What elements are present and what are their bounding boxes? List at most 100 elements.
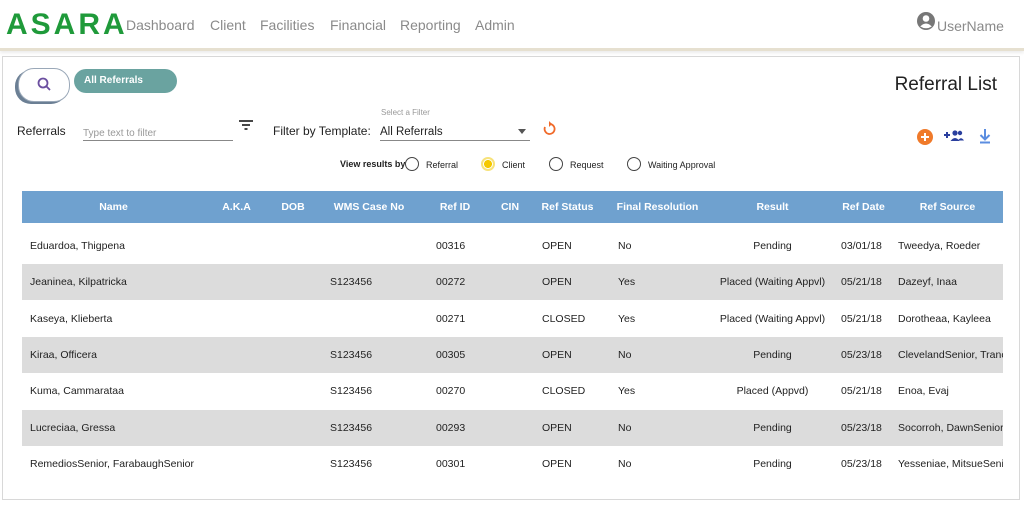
radio-label[interactable]: Waiting Approval	[648, 160, 716, 170]
table-cell: No	[618, 457, 632, 470]
column-header[interactable]: Name	[99, 201, 128, 213]
table-cell: Dorotheaa, Kayleea	[898, 312, 991, 325]
reset-icon[interactable]	[541, 121, 557, 137]
table-cell: 05/21/18	[841, 312, 882, 325]
table-cell: 00301	[436, 457, 466, 470]
table-cell: 00270	[436, 385, 466, 398]
column-header[interactable]: Final Resolution	[616, 201, 699, 213]
download-button[interactable]	[979, 128, 991, 144]
table-cell: Dazeyf, Inaa	[898, 276, 957, 289]
table-cell: Placed (Waiting Appvl)	[719, 312, 826, 325]
table-cell: OPEN	[542, 457, 572, 470]
table-cell: Placed (Waiting Appvl)	[719, 276, 826, 289]
table-cell: Lucreciaa, Gressa	[30, 421, 116, 434]
table-cell: 00272	[436, 276, 466, 289]
filter-label: Referrals	[17, 124, 66, 138]
table-cell: 00305	[436, 348, 466, 361]
table-cell: 05/23/18	[841, 348, 882, 361]
table-cell: OPEN	[542, 276, 572, 289]
search-icon	[37, 77, 51, 91]
table-cell: OPEN	[542, 348, 572, 361]
tab[interactable]: All Referrals	[74, 69, 177, 93]
column-header[interactable]: Ref Date	[842, 201, 885, 213]
column-header[interactable]: A.K.A	[222, 201, 251, 213]
table-cell: Placed (Appvd)	[736, 385, 809, 398]
user-icon[interactable]	[916, 11, 936, 31]
table-cell: 03/01/18	[841, 240, 882, 252]
table-cell: Yes	[618, 385, 636, 398]
template-select[interactable]: All Referrals	[380, 122, 530, 141]
radio-label[interactable]: Client	[502, 160, 526, 170]
nav-item[interactable]: Reporting	[400, 17, 461, 33]
table-cell: Yesseniae, MitsueSeni…	[898, 457, 1003, 470]
table-cell: 00271	[436, 312, 466, 325]
nav-item[interactable]: Facilities	[260, 17, 315, 33]
table-cell: S123456	[330, 457, 373, 470]
table-cell: S123456	[330, 348, 373, 361]
nav-item[interactable]: Dashboard	[126, 17, 195, 33]
table-cell: Pending	[753, 457, 792, 470]
table-cell: No	[618, 240, 632, 252]
column-header[interactable]: Ref ID	[439, 201, 471, 213]
table-cell: 05/21/18	[841, 276, 882, 289]
table-cell: Socorroh, DawnSenior	[898, 421, 1003, 434]
column-header[interactable]: CIN	[500, 201, 520, 213]
radio-button[interactable]	[549, 157, 563, 171]
column-header[interactable]: Ref Status	[541, 201, 594, 213]
table-row[interactable]: Kaseya, Klieberta 00271 CLOSED Yes Placed (W…	[22, 300, 1003, 337]
radio-label[interactable]: Referral	[426, 160, 459, 170]
table-row[interactable]: RemediosSenior, FarabaughSenior S123456 00…	[22, 445, 1003, 482]
table-cell: 00316	[436, 240, 466, 252]
table-cell: OPEN	[542, 240, 572, 252]
table-cell: 05/23/18	[841, 457, 882, 470]
table-cell: Jeaninea, Kilpatricka	[30, 276, 127, 289]
table-header: Name A.K.A DOB WMS Case No Ref ID CIN Ref Stat…	[22, 191, 1003, 223]
radio-label[interactable]: Request	[570, 160, 604, 170]
table-cell: OPEN	[542, 421, 572, 434]
logo[interactable]: ASARA	[6, 8, 128, 41]
filter-icon[interactable]	[238, 118, 254, 132]
table-cell: Kiraa, Officera	[30, 348, 97, 361]
column-header[interactable]: WMS Case No	[333, 201, 405, 213]
column-header[interactable]: Ref Source	[919, 201, 976, 213]
column-header[interactable]: Result	[756, 201, 789, 213]
table-row[interactable]: Eduardoa, Thigpena 00316 OPEN No Pending 03/0…	[22, 228, 1003, 264]
nav-item[interactable]: Client	[210, 17, 246, 33]
select-value: All Referrals	[380, 126, 443, 138]
column-header[interactable]: DOB	[281, 201, 305, 213]
table-cell: ClevelandSenior, Tranc	[898, 348, 1003, 361]
table-row[interactable]: Kuma, Cammarataa S123456 00270 CLOSED Yes Pla…	[22, 373, 1003, 410]
nav-item[interactable]: Financial	[330, 17, 387, 33]
filter-input[interactable]: Type text to filter	[83, 123, 233, 141]
table-cell: CLOSED	[542, 385, 586, 398]
table-cell: Kuma, Cammarataa	[30, 385, 124, 398]
radio-button[interactable]	[405, 157, 419, 171]
table-cell: 00293	[436, 421, 466, 434]
table-row[interactable]: Kiraa, Officera S123456 00305 OPEN No Pending…	[22, 336, 1003, 373]
table-cell: RemediosSenior, FarabaughSenior	[30, 457, 195, 470]
table-cell: Pending	[753, 421, 792, 434]
nav-item[interactable]: Admin	[475, 17, 515, 33]
table-row[interactable]: Lucreciaa, Gressa S123456 00293 OPEN No Pendi…	[22, 409, 1003, 446]
view-by-label: View results by	[340, 159, 406, 169]
table-cell: Yes	[618, 312, 636, 325]
table-row[interactable]: Jeaninea, Kilpatricka S123456 00272 OPEN Yes…	[22, 264, 1003, 301]
table-cell: 05/23/18	[841, 421, 882, 434]
add-button[interactable]	[917, 129, 933, 145]
user-name[interactable]: UserName	[937, 18, 1004, 34]
radio-button[interactable]	[481, 157, 495, 171]
template-label: Filter by Template:	[273, 124, 371, 138]
search-button[interactable]	[18, 68, 70, 102]
table-cell: No	[618, 421, 632, 434]
table-cell: Pending	[753, 240, 792, 252]
table-cell: 05/21/18	[841, 385, 882, 398]
radio-button[interactable]	[627, 157, 641, 171]
dropdown-arrow	[518, 129, 526, 134]
page-title: Referral List	[894, 74, 997, 95]
table-cell: S123456	[330, 385, 373, 398]
table-cell: Yes	[618, 276, 636, 289]
table-cell: Eduardoa, Thigpena	[30, 240, 125, 252]
table-cell: Tweedya, Roeder	[898, 240, 981, 252]
add-users-button[interactable]	[943, 129, 965, 143]
